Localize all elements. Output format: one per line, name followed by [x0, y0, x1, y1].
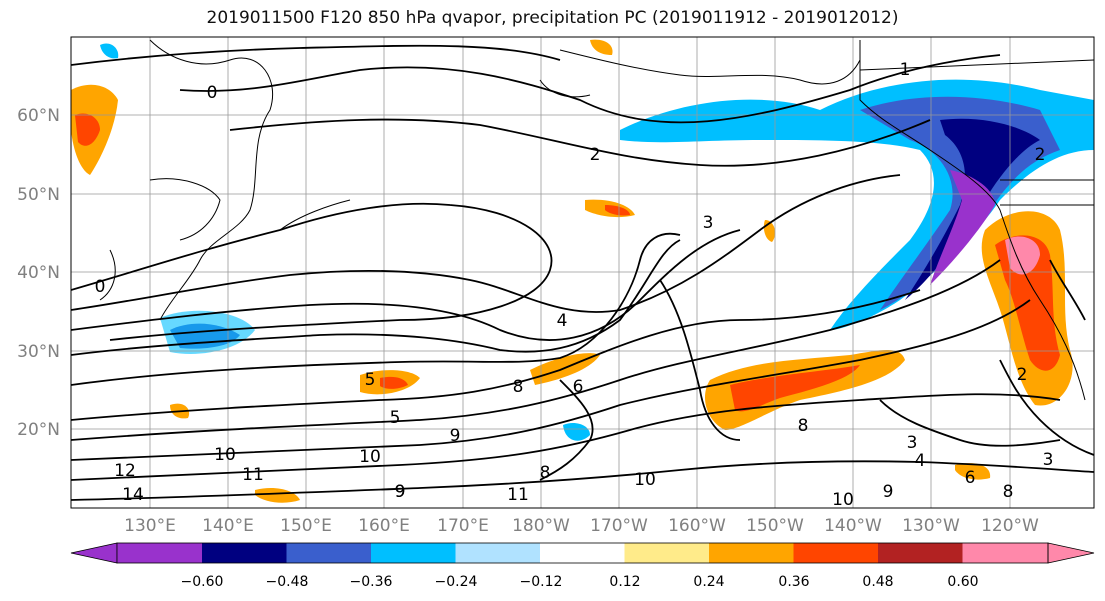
colorbar-tick-label: −0.36 [350, 574, 393, 590]
contour-label: 10 [832, 490, 854, 510]
lat-label: 50°N [17, 185, 60, 205]
colorbar-tick-label: 0.24 [693, 574, 724, 590]
lon-label: 170°E [437, 516, 489, 536]
lon-label: 170°W [590, 516, 648, 536]
contour-label: 2 [1035, 145, 1046, 165]
map-title: 2019011500 F120 850 hPa qvapor, precipit… [206, 8, 899, 28]
lon-label: 180°W [512, 516, 570, 536]
colorbar-segment [286, 543, 371, 563]
positive-anomaly-misc-4 [590, 39, 613, 55]
colorbar-segments [70, 542, 1095, 564]
colorbar-tick-label: −0.60 [181, 574, 224, 590]
lon-label: 120°W [981, 516, 1039, 536]
lat-label: 30°N [17, 342, 60, 362]
colorbar-segment [202, 543, 287, 563]
lon-label: 150°W [746, 516, 804, 536]
colorbar-tick-label: −0.48 [266, 574, 309, 590]
contour-label: 1 [900, 60, 911, 80]
colorbar-tick-label: −0.24 [435, 574, 478, 590]
positive-anomaly-misc-2 [955, 463, 991, 480]
longitude-labels: 130°E 140°E 150°E 160°E 170°E 180°W 170°… [124, 516, 1039, 536]
negative-anomaly-kamchatka [100, 43, 119, 59]
lon-label: 160°W [668, 516, 726, 536]
colorbar-extend-min [70, 542, 118, 564]
contour-label: 3 [1043, 450, 1054, 470]
contour-label: 0 [207, 83, 218, 103]
lon-label: 130°E [124, 516, 176, 536]
positive-anomaly-westcoast-pink [1005, 236, 1040, 275]
colorbar-border [116, 542, 1049, 564]
contour-label: 6 [573, 377, 584, 397]
positive-anomaly-subtropical-core [730, 365, 860, 412]
positive-anomaly-misc-1 [255, 488, 300, 503]
colorbar-segment [371, 543, 456, 563]
colorbar-segment [117, 543, 202, 563]
contour-label: 12 [114, 461, 136, 481]
positive-anomaly-subtrop-west-core [380, 376, 408, 389]
colorbar-tick-labels: −0.60 −0.48 −0.36 −0.24 −0.12 0.12 0.24 … [181, 574, 979, 590]
contour-label: 0 [95, 277, 106, 297]
lon-label: 140°W [824, 516, 882, 536]
negative-anomaly-core-purple [930, 170, 995, 285]
contour-label: 8 [513, 377, 524, 397]
contour-label: 2 [590, 145, 601, 165]
contour-label: 9 [450, 426, 461, 446]
colorbar-segment [455, 543, 540, 563]
contour-label: 9 [395, 482, 406, 502]
contour-label: 10 [359, 447, 381, 467]
contour-label: 8 [1003, 482, 1014, 502]
contour-labels: 1 2 2 3 4 5 5 6 8 8 8 9 9 9 10 10 10 11 … [95, 60, 1054, 510]
contour-label: 3 [907, 433, 918, 453]
contour-label: 10 [214, 445, 236, 465]
colorbar-segment [709, 543, 794, 563]
lon-label: 160°E [358, 516, 410, 536]
contour-label: 4 [557, 311, 568, 331]
colorbar-segment [624, 543, 709, 563]
negative-anomaly-subtrop [563, 423, 590, 441]
colorbar-tick-label: 0.60 [947, 574, 978, 590]
contour-label: 5 [390, 408, 401, 428]
colorbar-tick-label: 0.36 [778, 574, 809, 590]
positive-anomaly-siberia-core [75, 113, 100, 146]
lat-label: 60°N [17, 106, 60, 126]
contour-label: 6 [965, 468, 976, 488]
contour-label: 3 [703, 213, 714, 233]
contour-label: 2 [1017, 365, 1028, 385]
colorbar: −0.60 −0.48 −0.36 −0.24 −0.12 0.12 0.24 … [70, 542, 1095, 590]
positive-anomaly-midlat-core [605, 205, 630, 216]
colorbar-segment [793, 543, 878, 563]
colorbar-extend-max [1047, 542, 1095, 564]
contour-label: 10 [634, 470, 656, 490]
latitude-labels: 60°N 50°N 40°N 30°N 20°N [17, 106, 60, 440]
colorbar-segment [962, 543, 1048, 563]
colorbar-segment [540, 543, 625, 563]
contour-label: 9 [883, 482, 894, 502]
contour-label: 11 [242, 465, 264, 485]
colorbar-tick-label: −0.12 [520, 574, 563, 590]
contour-label: 8 [798, 416, 809, 436]
contour-label: 11 [507, 485, 529, 505]
lon-label: 140°E [202, 516, 254, 536]
contour-label: 9 [395, 482, 406, 502]
lat-label: 40°N [17, 263, 60, 283]
colorbar-tick-label: 0.48 [862, 574, 893, 590]
contour-label: 8 [540, 463, 551, 483]
colorbar-segment [878, 543, 963, 563]
lat-label: 20°N [17, 420, 60, 440]
contour-label: 5 [365, 370, 376, 390]
qvapor-contours [71, 44, 1094, 501]
lon-label: 150°E [280, 516, 332, 536]
contour-label: 4 [915, 451, 926, 471]
contour-label: 14 [122, 485, 144, 505]
lon-label: 130°W [902, 516, 960, 536]
colorbar-tick-label: 0.12 [609, 574, 640, 590]
